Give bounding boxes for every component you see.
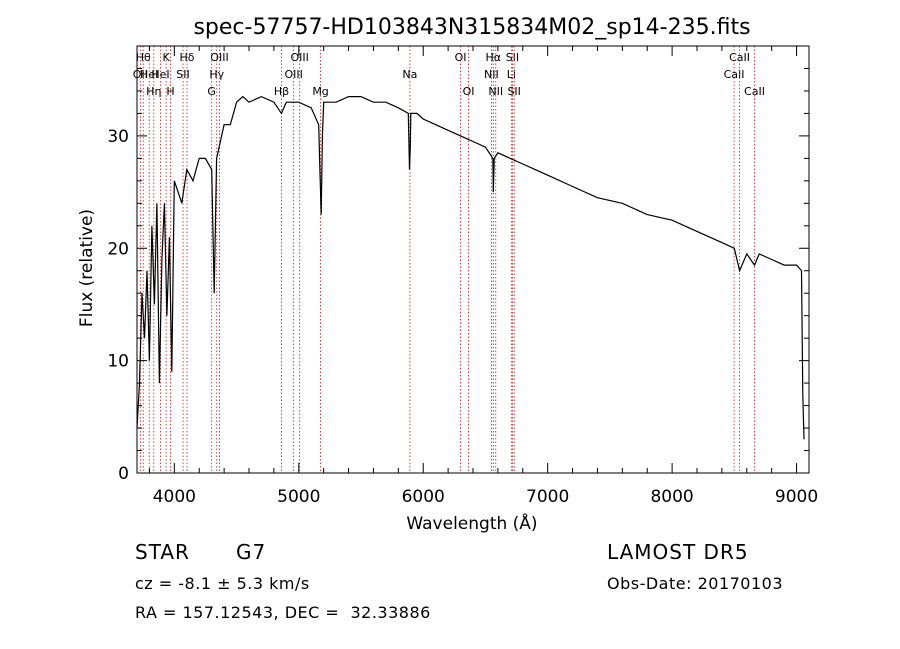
marker-label: Li xyxy=(507,68,516,81)
x-tick-label: 9000 xyxy=(775,487,818,507)
survey-name: LAMOST DR5 xyxy=(607,540,749,564)
spectrum-line xyxy=(136,95,805,440)
x-tick-label: 8000 xyxy=(650,487,693,507)
x-tick-label: 7000 xyxy=(526,487,569,507)
marker-label: Na xyxy=(402,68,417,81)
marker-label: Hη xyxy=(146,85,161,98)
marker-label: CaII xyxy=(724,68,745,81)
marker-label: OI xyxy=(463,85,475,98)
x-axis-label: Wavelength (Å) xyxy=(406,512,537,534)
y-axis: 0 10 20 30 xyxy=(107,67,809,484)
observation-date: Obs-Date: 20170103 xyxy=(607,574,784,593)
marker-label: SII xyxy=(176,68,189,81)
marker-label: OIII xyxy=(290,51,308,64)
marker-label: NII xyxy=(484,68,499,81)
marker-label: HeI xyxy=(151,68,169,81)
redshift-velocity: cz = -8.1 ± 5.3 km/s xyxy=(135,574,310,593)
x-tick-label: 6000 xyxy=(402,487,445,507)
spectral-subclass: G7 xyxy=(236,540,267,564)
x-tick-label: 5000 xyxy=(277,487,320,507)
marker-label: NII xyxy=(488,85,503,98)
marker-label: SII xyxy=(507,85,520,98)
marker-label: H xyxy=(166,85,174,98)
coordinates: RA = 157.12543, DEC = 32.33886 xyxy=(135,603,431,622)
marker-label: OI xyxy=(455,51,467,64)
y-tick-label: 0 xyxy=(118,464,129,484)
marker-label: Hγ xyxy=(209,68,224,81)
marker-label: Hδ xyxy=(180,51,195,64)
chart-title: spec-57757-HD103843N315834M02_sp14-235.f… xyxy=(193,15,750,40)
marker-label: Hθ xyxy=(136,51,151,64)
marker-label: CaII xyxy=(744,85,765,98)
line-markers: OIIHθHeIHηHeIKHSIIHδGHγOIIIHβOIIIOIIIMgN… xyxy=(133,46,765,473)
y-tick-label: 30 xyxy=(107,127,129,147)
plot-frame xyxy=(136,45,810,474)
marker-label: Mg xyxy=(312,85,328,98)
marker-label: Hα xyxy=(486,51,502,64)
x-axis: 4000 5000 6000 7000 8000 9000 xyxy=(148,46,818,507)
marker-label: SII xyxy=(506,51,519,64)
y-axis-label: Flux (relative) xyxy=(77,209,97,327)
x-tick-label: 4000 xyxy=(153,487,196,507)
y-tick-label: 10 xyxy=(107,352,129,372)
marker-label: K xyxy=(163,51,171,64)
marker-label: CaII xyxy=(729,51,750,64)
object-type: STAR xyxy=(135,540,190,564)
marker-label: OIII xyxy=(210,51,228,64)
y-tick-label: 20 xyxy=(107,239,129,259)
marker-label: G xyxy=(207,85,216,98)
marker-label: OIII xyxy=(284,68,302,81)
marker-label: Hβ xyxy=(274,85,289,98)
